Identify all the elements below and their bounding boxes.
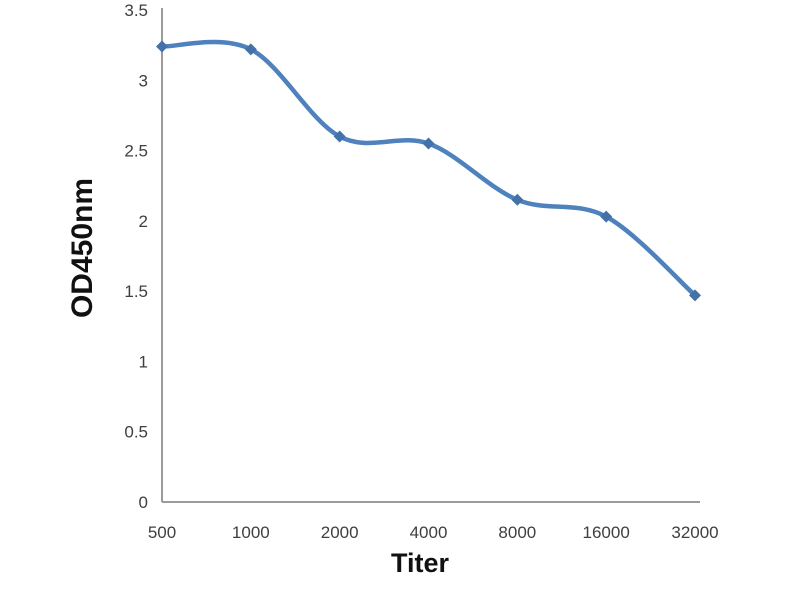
data-series-line xyxy=(159,39,698,298)
y-axis-title: OD450nm xyxy=(66,178,99,318)
x-tick-label: 2000 xyxy=(321,523,359,542)
y-tick-label: 0 xyxy=(139,493,148,512)
x-tick-label: 16000 xyxy=(583,523,630,542)
x-tick-label: 4000 xyxy=(410,523,448,542)
y-tick-label: 1 xyxy=(139,352,148,371)
data-point-marker xyxy=(511,193,524,206)
y-tick-label: 0.5 xyxy=(124,423,148,442)
y-axis-tick-labels: 0 0.5 1 1.5 2 2.5 3 3.5 xyxy=(124,1,148,512)
x-axis-title: Titer xyxy=(391,548,450,578)
x-tick-label: 500 xyxy=(148,523,176,542)
x-tick-label: 8000 xyxy=(498,523,536,542)
data-point-marker xyxy=(600,210,613,223)
data-point-marker xyxy=(689,289,701,302)
x-axis-tick-labels: 500 1000 2000 4000 8000 16000 32000 xyxy=(148,523,719,542)
data-point-markers xyxy=(156,40,701,302)
data-point-marker xyxy=(156,40,168,53)
y-tick-label: 2 xyxy=(139,212,148,231)
data-point-marker xyxy=(244,43,257,56)
y-tick-label: 3 xyxy=(139,71,148,90)
y-tick-label: 3.5 xyxy=(124,1,148,20)
y-tick-label: 2.5 xyxy=(124,142,148,161)
x-tick-label: 32000 xyxy=(671,523,718,542)
data-point-marker xyxy=(333,130,346,143)
y-tick-label: 1.5 xyxy=(124,282,148,301)
data-point-marker xyxy=(422,137,435,150)
x-tick-label: 1000 xyxy=(232,523,270,542)
